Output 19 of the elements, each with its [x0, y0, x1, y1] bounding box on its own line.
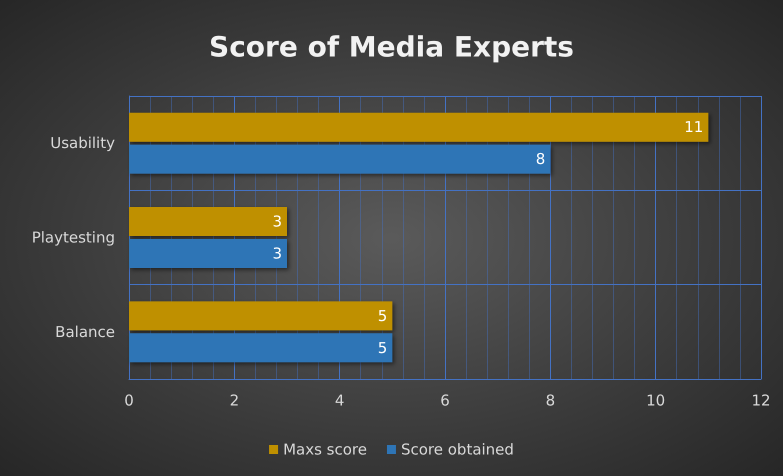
data-label: 3 — [272, 212, 282, 231]
legend-label: Score obtained — [400, 440, 514, 458]
x-tick-label: 8 — [546, 392, 556, 410]
y-tick-label: Playtesting — [32, 228, 115, 246]
x-tick-label: 0 — [124, 392, 134, 410]
x-tick-label: 10 — [646, 392, 666, 410]
x-tick-label: 12 — [751, 392, 771, 410]
data-label: 8 — [536, 150, 546, 168]
x-tick-label: 2 — [230, 392, 240, 410]
data-label: 3 — [272, 244, 282, 262]
data-label: 5 — [378, 306, 388, 325]
y-tick-label: Balance — [55, 322, 115, 341]
legend-label: Maxs score — [283, 440, 367, 458]
chart-title: Score of Media Experts — [209, 30, 574, 64]
data-label: 5 — [378, 338, 388, 357]
y-tick-label: Usability — [50, 134, 116, 152]
x-tick-label: 6 — [440, 392, 450, 410]
x-tick-label: 4 — [334, 392, 344, 410]
data-label: 11 — [684, 118, 704, 136]
